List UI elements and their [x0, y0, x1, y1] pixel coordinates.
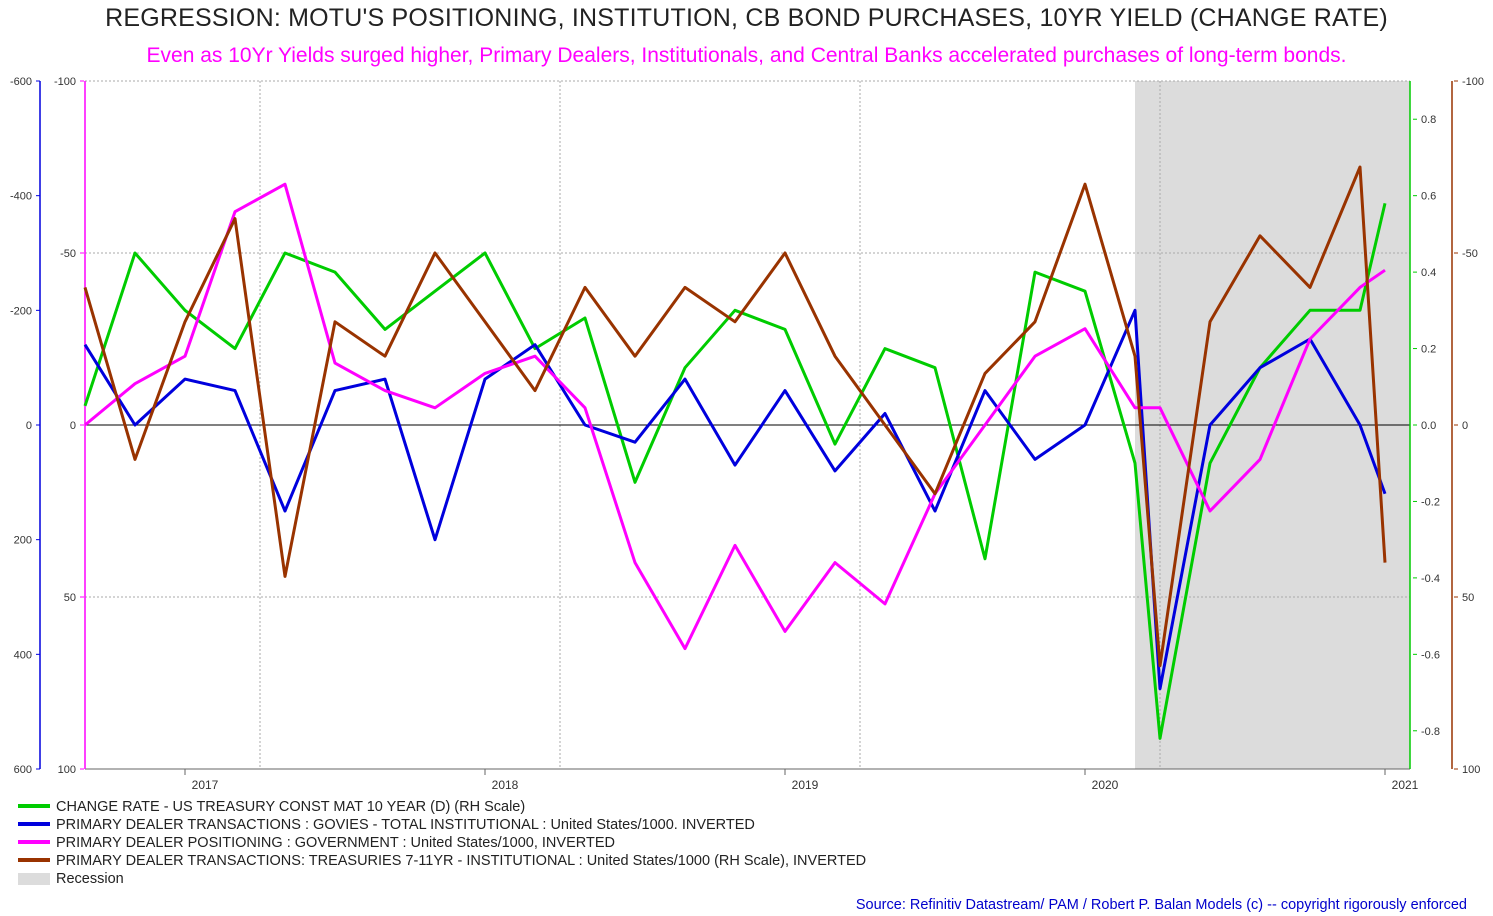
left-inner-axis-labels: -100 -50 0 50 100 [54, 76, 84, 776]
x-tick-label: 2019 [792, 778, 819, 792]
series-line-4 [83, 165, 1387, 668]
axis-tick-label: -600 [10, 76, 32, 88]
axis-tick-label: 0 [1462, 420, 1468, 432]
source-note: Source: Refinitiv Datastream/ PAM / Robe… [855, 897, 1467, 913]
axis-tick-label: -0.4 [1421, 573, 1440, 585]
axis-tick-label: 100 [58, 764, 76, 776]
x-tick-label: 2020 [1092, 778, 1119, 792]
legend-label: CHANGE RATE - US TREASURY CONST MAT 10 Y… [56, 799, 526, 815]
chart-title: REGRESSION: MOTU'S POSITIONING, INSTITUT… [105, 4, 1388, 32]
legend-swatch [18, 840, 50, 845]
axis-tick-label: 0.2 [1421, 344, 1436, 356]
legend-entry: PRIMARY DEALER POSITIONING : GOVERNMENT … [18, 834, 866, 852]
axis-tick-label: -200 [10, 305, 32, 317]
series-line-3 [84, 182, 1386, 651]
axis-tick-label: 100 [1462, 764, 1480, 776]
x-tick-label: 2017 [192, 778, 219, 792]
axis-tick-label: 200 [14, 535, 32, 547]
axis-tick-label: -0.8 [1421, 726, 1440, 738]
legend: CHANGE RATE - US TREASURY CONST MAT 10 Y… [18, 798, 866, 888]
axis-tick-label: -50 [1462, 248, 1478, 260]
legend-label: Recession [56, 871, 124, 887]
axis-tick-label: 0.4 [1421, 267, 1436, 279]
axis-tick-label: -100 [54, 76, 76, 88]
axis-tick-label: -400 [10, 191, 32, 203]
left-outer-axis-labels: -600 -400 -200 0 200 400 600 [10, 76, 40, 776]
x-tick-label: 2018 [492, 778, 519, 792]
legend-swatch [18, 858, 50, 863]
right-outer-axis-labels: -100 -50 0 50 100 [1454, 76, 1484, 776]
legend-entry: CHANGE RATE - US TREASURY CONST MAT 10 Y… [18, 798, 866, 816]
legend-label: PRIMARY DEALER POSITIONING : GOVERNMENT … [56, 835, 615, 851]
axis-tick-label: 50 [1462, 592, 1474, 604]
axis-tick-label: 50 [64, 592, 76, 604]
axis-tick-label: 600 [14, 764, 32, 776]
legend-entry: Recession [18, 870, 866, 888]
legend-entry: PRIMARY DEALER TRANSACTIONS : GOVIES - T… [18, 816, 866, 834]
axis-tick-label: 0.6 [1421, 191, 1436, 203]
axis-tick-label: 0.8 [1421, 114, 1436, 126]
legend-swatch [18, 873, 50, 886]
chart-subtitle: Even as 10Yr Yields surged higher, Prima… [146, 44, 1347, 67]
legend-swatch [18, 822, 50, 827]
axis-tick-label: -0.2 [1421, 496, 1440, 508]
axis-tick-label: -0.6 [1421, 649, 1440, 661]
legend-label: PRIMARY DEALER TRANSACTIONS : GOVIES - T… [56, 817, 755, 833]
x-tick-label: 2021 [1392, 778, 1419, 792]
series-line-1 [83, 202, 1387, 740]
axis-tick-label: 0.0 [1421, 420, 1436, 432]
axis-tick-label: 400 [14, 649, 32, 661]
axis-tick-label: -50 [60, 248, 76, 260]
axis-tick-label: -100 [1462, 76, 1484, 88]
axis-tick-label: 0 [70, 420, 76, 432]
axis-tick-label: 0 [26, 420, 32, 432]
right-inner-axis-labels: 0.8 0.6 0.4 0.2 0.0 -0.2 -0.4 -0.6 -0.8 [1413, 114, 1440, 738]
legend-entry: PRIMARY DEALER TRANSACTIONS: TREASURIES … [18, 852, 866, 870]
legend-label: PRIMARY DEALER TRANSACTIONS: TREASURIES … [56, 853, 867, 869]
legend-swatch [18, 804, 50, 809]
